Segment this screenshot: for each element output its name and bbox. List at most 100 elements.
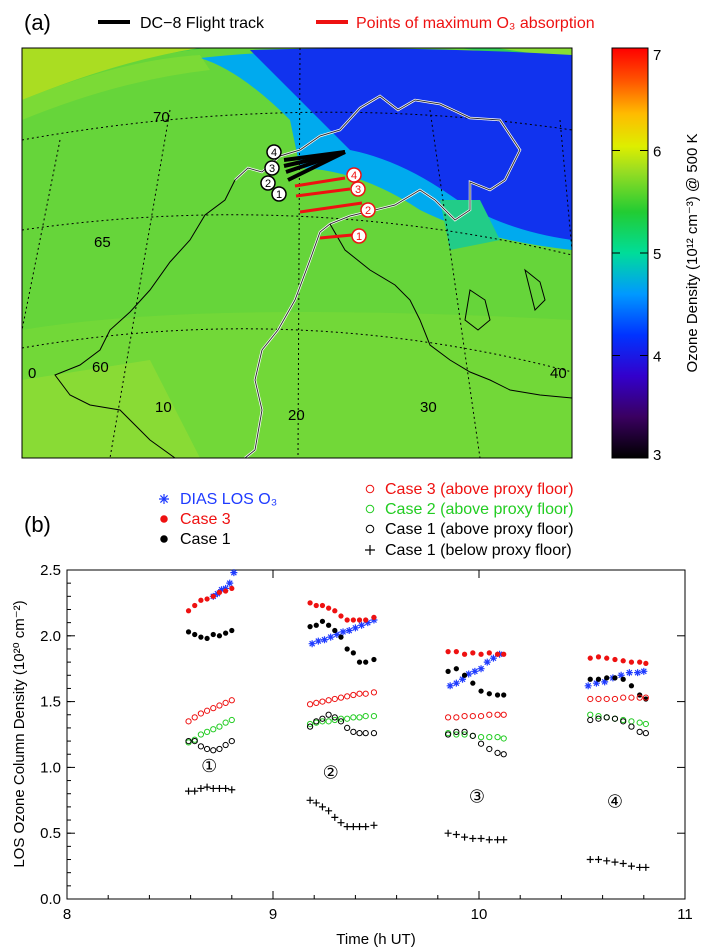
data-point [461,712,468,720]
data-point [222,588,229,594]
data-point [197,784,205,792]
data-point [356,823,364,831]
data-point [478,651,484,657]
legend-case1-label: Case 1 [180,531,231,548]
data-point [216,589,223,595]
data-point [628,659,635,665]
data-point [197,731,205,738]
data-point [604,655,610,661]
data-point [584,682,592,690]
track-marker-1: 1 [271,186,287,202]
data-point [625,669,633,677]
data-point [469,732,476,739]
data-point [477,834,485,842]
lon-label-40: 40 [550,365,567,382]
data-point [160,535,168,543]
legend-case1: Case 1 [160,531,231,548]
data-point [344,617,350,623]
colorbar-tick-label: 4 [653,349,661,366]
data-point [349,823,357,831]
data-point [226,579,234,587]
data-point [192,631,198,638]
data-point [339,628,347,636]
data-point [203,745,211,753]
data-point [612,656,618,663]
data-point [215,784,223,792]
data-point [500,711,507,718]
data-point [628,694,635,701]
data-point [228,697,235,704]
data-point [222,741,229,749]
data-point [370,616,378,624]
data-point [620,694,627,701]
data-point [191,787,199,795]
data-point [370,689,378,696]
lon-label-0: 0 [28,365,36,382]
data-point [494,836,502,844]
data-point [185,629,192,635]
series-case-3-above-proxy-floor- [185,689,649,725]
data-point [222,784,230,792]
data-point [333,630,341,638]
data-point [160,515,168,523]
data-point [444,829,452,837]
data-point [306,723,314,730]
data-point [595,712,602,720]
legend-case2-above: Case 2 (above proxy floor) [365,501,574,518]
data-point [313,602,319,609]
data-point [197,743,205,750]
data-point [603,714,610,721]
data-point [603,695,610,703]
data-point [453,728,460,735]
legend-case2-above-label: Case 2 (above proxy floor) [385,501,574,518]
data-point [453,714,460,721]
data-point [198,597,204,603]
data-point [370,712,378,720]
data-point [587,676,593,682]
data-point [642,694,649,701]
data-point [210,593,216,599]
data-point [500,735,507,742]
data-point [229,585,235,592]
data-point [617,671,625,679]
data-point [319,618,326,624]
legend-case1-below: Case 1 (below proxy floor) [365,542,572,559]
colorbar-label: Ozone Density (10¹² cm⁻³) @ 500 K [684,133,701,372]
data-point [185,787,193,795]
data-point [363,617,369,623]
data-point [485,836,493,844]
data-point [370,730,378,737]
data-point [445,668,451,674]
data-point [306,796,314,804]
data-point [345,627,353,635]
data-point [371,656,377,663]
absorption-marker-1: 1 [351,228,367,244]
data-point [216,745,223,753]
data-point [628,723,635,730]
data-point [312,799,320,807]
data-point [197,710,205,717]
ozone-map: 70 65 60 0 10 20 30 40 4 3 2 1 4 [21,47,573,459]
data-point [494,749,501,757]
data-point [370,821,378,829]
svg-text:3: 3 [269,163,275,175]
data-point [494,692,501,698]
data-point [494,651,501,657]
data-point [218,586,225,594]
data-point [604,675,610,681]
data-point [321,636,328,644]
data-point [453,731,460,738]
y-tick-label: 2.0 [40,628,61,645]
data-point [331,813,339,821]
data-point [338,613,344,619]
track-marker-3: 3 [264,160,280,176]
data-point [318,803,326,811]
data-point [331,716,338,724]
data-point [594,856,602,864]
data-point [356,730,363,737]
data-point [204,596,210,602]
data-point [637,659,643,665]
data-point [350,650,356,656]
data-point [222,719,229,726]
data-point [331,714,338,721]
